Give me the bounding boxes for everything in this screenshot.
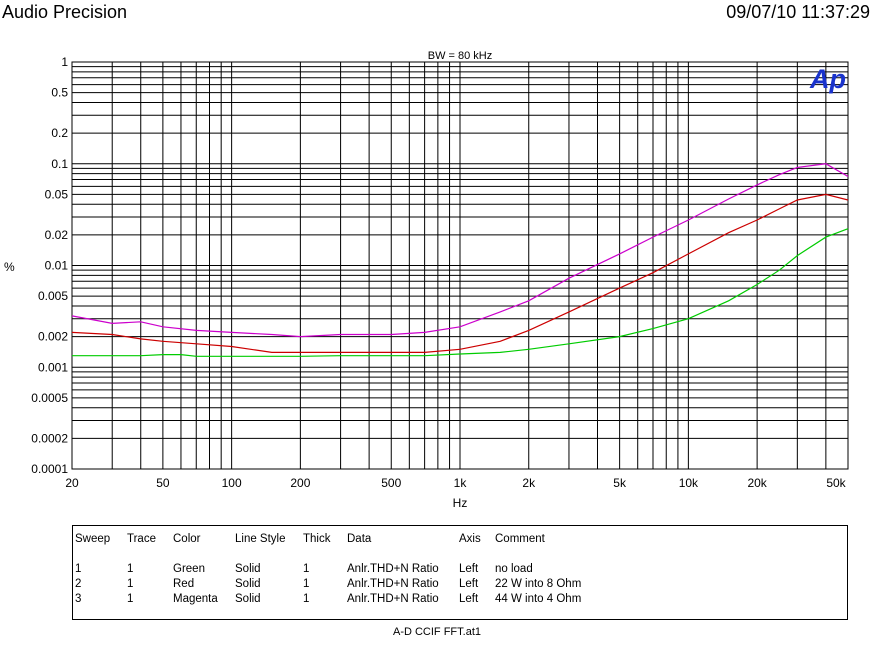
legend-cell: Red — [173, 578, 195, 590]
legend-header: Color — [173, 533, 201, 545]
x-tick-label: 200 — [290, 476, 310, 490]
legend-header: Line Style — [235, 533, 286, 545]
y-tick-label: 0.05 — [45, 187, 69, 201]
thd-chart: 20 50 100 200 500 1k 2k 5k 10k 20k 50k 1 0.5 0.2 0.1 0… — [4, 50, 849, 510]
legend-header: Data — [347, 533, 372, 545]
legend-cell: 2 — [75, 578, 82, 590]
x-axis-label: Hz — [453, 496, 468, 510]
legend-cell: Anlr.THD+N Ratio — [347, 593, 439, 605]
x-tick-labels: 20 50 100 200 500 1k 2k 5k 10k 20k 50k — [65, 476, 846, 490]
series-line-3 — [71, 163, 849, 338]
legend-cell: Left — [459, 563, 479, 575]
y-tick-label: 0.1 — [51, 157, 68, 171]
chart-title: BW = 80 kHz — [428, 50, 493, 62]
ap-logo: Ap — [809, 64, 846, 94]
legend-cell: Solid — [235, 593, 261, 605]
y-axis-label: % — [4, 260, 15, 274]
legend-cell: no load — [495, 563, 533, 575]
legend-cell: 22 W into 8 Ohm — [495, 578, 582, 590]
legend-table: Sweep Trace Color Line Style Thick Data Axis Co… — [72, 525, 848, 620]
y-tick-label: 0.005 — [38, 289, 68, 303]
legend-header: Trace — [127, 533, 156, 545]
legend-cell: Anlr.THD+N Ratio — [347, 563, 439, 575]
x-tick-label: 5k — [613, 476, 627, 490]
legend-cell: 1 — [303, 563, 310, 575]
legend-cell: 1 — [127, 593, 134, 605]
x-tick-label: 1k — [454, 476, 468, 490]
y-tick-label: 0.002 — [38, 330, 68, 344]
legend-cell: 3 — [75, 593, 82, 605]
legend-cell: 1 — [75, 563, 82, 575]
x-tick-label: 2k — [522, 476, 536, 490]
legend-cell: Solid — [235, 563, 261, 575]
y-tick-label: 0.02 — [45, 228, 69, 242]
legend-cell: Green — [173, 563, 205, 575]
legend-cell: 44 W into 4 Ohm — [495, 593, 582, 605]
legend-cell: Left — [459, 578, 479, 590]
y-tick-label: 0.0002 — [31, 431, 68, 445]
x-tick-label: 50k — [826, 476, 846, 490]
legend-cell: Left — [459, 593, 479, 605]
ap-logo-text: Ap — [809, 64, 846, 94]
x-tick-label: 500 — [381, 476, 401, 490]
legend-header: Axis — [459, 533, 481, 545]
y-tick-label: 0.001 — [38, 360, 68, 374]
legend-cell: 1 — [127, 578, 134, 590]
chart-series — [71, 163, 849, 357]
legend-cell: 1 — [127, 563, 134, 575]
y-tick-labels: 1 0.5 0.2 0.1 0.05 0.02 0.01 0.005 0.002 0.001 0.0… — [31, 55, 68, 476]
x-tick-label: 10k — [679, 476, 699, 490]
x-tick-label: 20k — [747, 476, 767, 490]
datetime-stamp: 09/07/10 11:37:29 — [726, 2, 870, 22]
legend-cell: 1 — [303, 578, 310, 590]
y-tick-label: 0.01 — [45, 259, 69, 273]
y-tick-label: 0.0001 — [31, 462, 68, 476]
series-line-1 — [72, 228, 849, 357]
series-line-2 — [71, 193, 849, 353]
chart-grid — [71, 61, 849, 470]
legend-header: Comment — [495, 533, 545, 545]
app-title: Audio Precision — [2, 2, 128, 22]
y-tick-label: 0.0005 — [31, 391, 68, 405]
x-tick-label: 50 — [156, 476, 170, 490]
plot-frame — [71, 61, 849, 470]
y-tick-label: 0.2 — [51, 126, 68, 140]
x-tick-label: 100 — [222, 476, 242, 490]
legend-header: Sweep — [75, 533, 111, 545]
legend-header: Thick — [303, 533, 331, 545]
y-tick-label: 0.5 — [51, 86, 68, 100]
legend-cell: Magenta — [173, 593, 218, 605]
footer-filename: A-D CCIF FFT.at1 — [392, 626, 481, 638]
legend-cell: Anlr.THD+N Ratio — [347, 578, 439, 590]
legend-cell: Solid — [235, 578, 261, 590]
y-tick-label: 1 — [61, 55, 68, 69]
x-tick-label: 20 — [65, 476, 79, 490]
legend-cell: 1 — [303, 593, 310, 605]
